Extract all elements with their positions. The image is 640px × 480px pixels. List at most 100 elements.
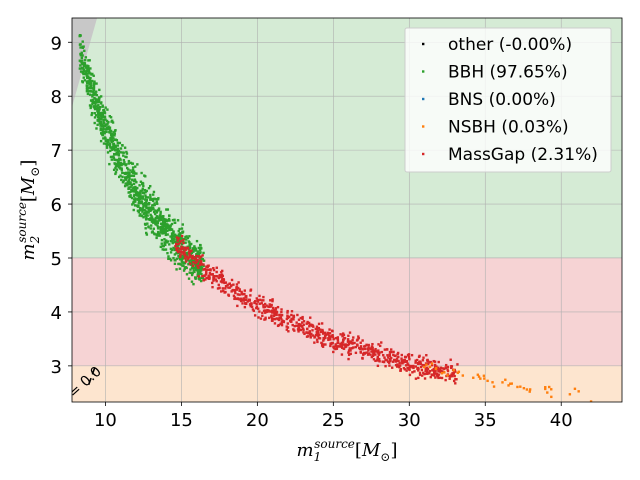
data-point: [168, 243, 171, 246]
data-point: [85, 84, 88, 87]
data-point: [332, 337, 335, 341]
data-point: [396, 351, 400, 355]
data-point: [165, 226, 168, 229]
data-point: [169, 224, 172, 227]
data-point: [98, 113, 102, 117]
data-point: [170, 228, 173, 231]
data-point: [129, 169, 132, 172]
data-point: [173, 235, 177, 238]
data-point: [232, 283, 235, 286]
data-point: [152, 208, 155, 211]
data-point: [355, 339, 359, 342]
data-point: [525, 388, 529, 391]
data-point: [224, 287, 227, 290]
data-point: [164, 243, 167, 247]
data-point: [314, 327, 317, 331]
legend-label: BNS (0.00%): [448, 90, 556, 110]
data-point: [305, 322, 308, 325]
data-point: [347, 349, 351, 352]
data-point: [127, 162, 130, 165]
data-point: [122, 154, 125, 157]
data-point: [154, 221, 157, 224]
data-point: [270, 303, 273, 307]
data-point: [437, 367, 441, 371]
data-point: [209, 269, 212, 272]
data-point: [396, 365, 399, 368]
data-point: [138, 199, 141, 203]
data-point: [114, 172, 117, 176]
data-point: [95, 90, 98, 93]
data-point: [86, 72, 89, 75]
data-point: [159, 225, 162, 229]
data-point: [196, 264, 199, 268]
data-point: [134, 197, 137, 200]
data-point: [155, 200, 158, 203]
data-point: [387, 361, 391, 364]
data-point: [589, 400, 593, 402]
data-point: [216, 275, 219, 278]
data-point: [147, 211, 150, 214]
data-point: [143, 174, 146, 177]
data-point: [397, 359, 400, 363]
data-point: [157, 208, 161, 211]
data-point: [145, 210, 148, 213]
data-point: [113, 162, 116, 165]
data-point: [240, 290, 243, 294]
y-tick-label: 8: [51, 87, 62, 108]
data-point: [134, 200, 137, 203]
data-point: [105, 144, 109, 147]
data-point: [336, 345, 340, 348]
data-point: [327, 337, 330, 340]
data-point: [441, 367, 444, 370]
data-point: [87, 70, 91, 73]
data-point: [202, 251, 205, 255]
legend-marker: [422, 125, 425, 128]
data-point: [163, 221, 166, 225]
data-point: [169, 226, 172, 230]
data-point: [166, 240, 170, 243]
data-point: [109, 155, 113, 159]
data-point: [510, 382, 513, 385]
data-point: [93, 121, 96, 125]
data-point: [154, 209, 157, 212]
data-point: [83, 79, 87, 82]
data-point: [176, 241, 179, 244]
data-point: [196, 271, 200, 275]
data-point: [180, 258, 184, 261]
data-point: [315, 325, 319, 328]
data-point: [296, 313, 299, 317]
data-point: [96, 110, 99, 113]
legend-label: MassGap (2.31%): [448, 145, 598, 165]
data-point: [82, 45, 85, 48]
data-point: [173, 253, 177, 256]
data-point: [132, 182, 136, 186]
data-point: [439, 366, 443, 369]
data-point: [153, 233, 156, 236]
data-point: [192, 266, 196, 270]
data-point: [212, 277, 215, 280]
data-point: [81, 81, 85, 84]
data-point: [400, 353, 403, 357]
data-point: [162, 215, 165, 218]
data-point: [349, 352, 352, 356]
data-point: [88, 93, 92, 96]
data-point: [276, 317, 280, 320]
data-point: [115, 168, 119, 171]
data-point: [191, 266, 194, 270]
data-point: [166, 229, 169, 232]
data-point: [309, 316, 312, 319]
data-point: [249, 304, 253, 307]
y-tick-label: 4: [51, 303, 62, 324]
data-point: [414, 365, 417, 368]
data-point: [235, 285, 238, 289]
data-point: [302, 320, 306, 323]
data-point: [270, 315, 273, 318]
data-point: [142, 206, 145, 209]
data-point: [116, 144, 119, 147]
data-point: [175, 244, 179, 248]
data-point: [188, 250, 192, 253]
data-point: [217, 276, 220, 280]
data-point: [418, 360, 422, 363]
data-point: [92, 105, 96, 108]
data-point: [306, 320, 309, 324]
